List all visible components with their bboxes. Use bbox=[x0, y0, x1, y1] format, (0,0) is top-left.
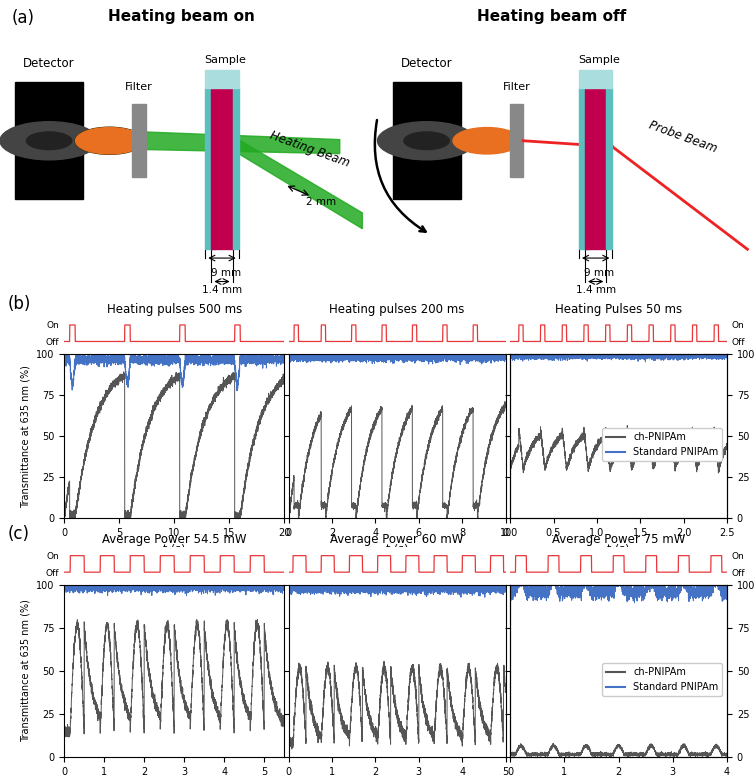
FancyBboxPatch shape bbox=[579, 70, 612, 88]
Title: Heating pulses 200 ms: Heating pulses 200 ms bbox=[329, 303, 465, 316]
Text: Detector: Detector bbox=[23, 57, 75, 70]
Circle shape bbox=[26, 132, 72, 149]
Text: 1.4 mm: 1.4 mm bbox=[575, 285, 616, 296]
Text: Heating beam off: Heating beam off bbox=[476, 9, 626, 23]
FancyBboxPatch shape bbox=[205, 88, 216, 249]
Legend: ch-PNIPAm, Standard PNIPAm: ch-PNIPAm, Standard PNIPAm bbox=[602, 663, 723, 696]
Text: Heating beam on: Heating beam on bbox=[108, 9, 254, 23]
FancyBboxPatch shape bbox=[393, 82, 461, 199]
Title: Average Power 54.5 mW: Average Power 54.5 mW bbox=[102, 533, 246, 547]
Text: Sample: Sample bbox=[578, 55, 620, 64]
Title: Average Power 75 mW: Average Power 75 mW bbox=[552, 533, 686, 547]
Text: Filter: Filter bbox=[503, 82, 530, 92]
Title: Heating Pulses 50 ms: Heating Pulses 50 ms bbox=[555, 303, 683, 316]
Title: Average Power 60 mW: Average Power 60 mW bbox=[331, 533, 464, 547]
FancyBboxPatch shape bbox=[510, 104, 523, 178]
Polygon shape bbox=[239, 139, 362, 228]
Polygon shape bbox=[146, 132, 340, 153]
FancyBboxPatch shape bbox=[579, 88, 590, 249]
Y-axis label: Transmittance at 635 nm (%): Transmittance at 635 nm (%) bbox=[20, 365, 30, 508]
Text: Probe Beam: Probe Beam bbox=[647, 119, 720, 156]
Legend: ch-PNIPAm, Standard PNIPAm: ch-PNIPAm, Standard PNIPAm bbox=[602, 429, 723, 461]
Text: Filter: Filter bbox=[125, 82, 153, 92]
Text: (c): (c) bbox=[8, 526, 29, 543]
X-axis label: t (s): t (s) bbox=[163, 543, 185, 554]
Title: Heating pulses 500 ms: Heating pulses 500 ms bbox=[106, 303, 242, 316]
FancyBboxPatch shape bbox=[233, 88, 239, 249]
X-axis label: t (s): t (s) bbox=[386, 543, 408, 554]
Text: (b): (b) bbox=[8, 295, 31, 313]
Circle shape bbox=[453, 127, 521, 154]
Circle shape bbox=[378, 122, 476, 160]
Text: 2 mm: 2 mm bbox=[306, 197, 336, 207]
FancyBboxPatch shape bbox=[15, 82, 83, 199]
Text: 9 mm: 9 mm bbox=[211, 267, 241, 278]
Y-axis label: Transmittance at 635 nm (%): Transmittance at 635 nm (%) bbox=[20, 600, 30, 742]
Text: 1.4 mm: 1.4 mm bbox=[202, 285, 242, 296]
Text: Detector: Detector bbox=[401, 57, 452, 70]
Text: Heating Beam: Heating Beam bbox=[268, 129, 351, 170]
Text: 9 mm: 9 mm bbox=[584, 267, 615, 278]
FancyBboxPatch shape bbox=[606, 88, 612, 249]
Circle shape bbox=[0, 122, 98, 160]
FancyBboxPatch shape bbox=[211, 88, 233, 249]
X-axis label: t (s): t (s) bbox=[608, 543, 630, 554]
FancyBboxPatch shape bbox=[205, 70, 239, 88]
Circle shape bbox=[76, 127, 143, 154]
Text: Sample: Sample bbox=[204, 55, 246, 64]
Circle shape bbox=[404, 132, 449, 149]
Text: (a): (a) bbox=[11, 9, 34, 27]
FancyBboxPatch shape bbox=[132, 104, 146, 178]
FancyBboxPatch shape bbox=[585, 88, 606, 249]
